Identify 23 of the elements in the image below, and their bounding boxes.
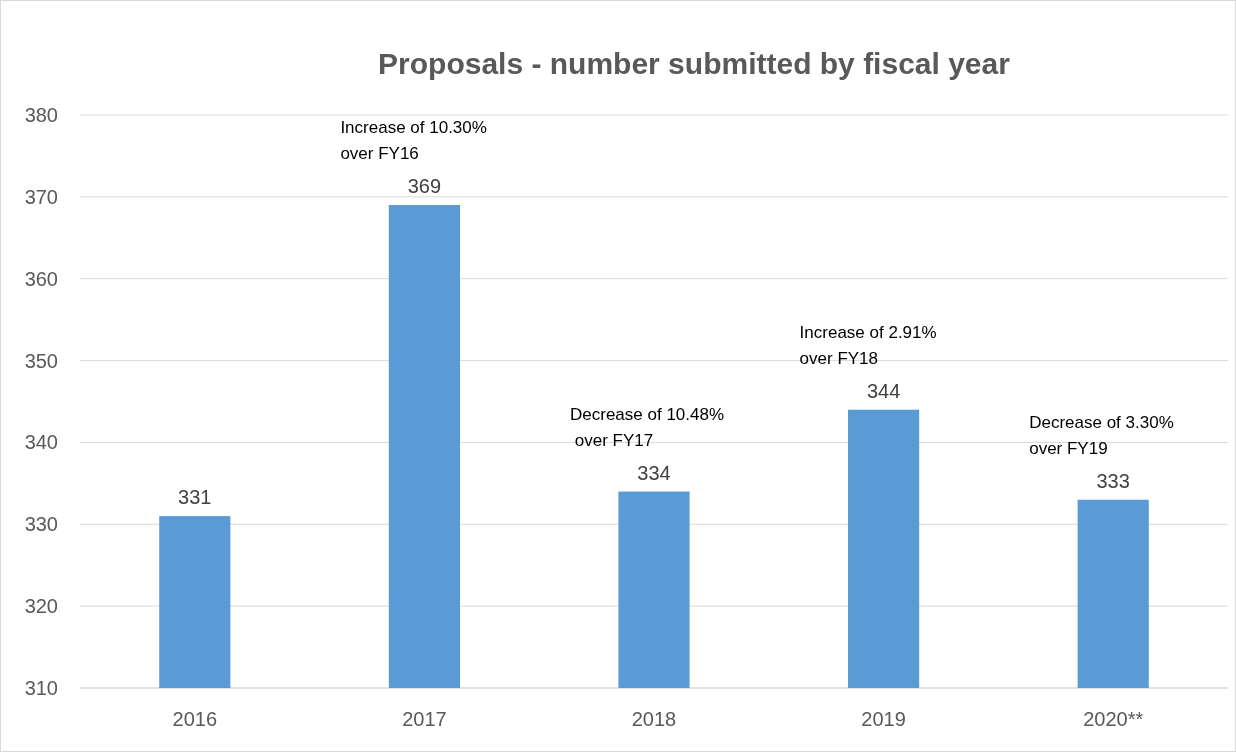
annotation: Decrease of 3.30% over FY19: [1029, 412, 1174, 458]
data-label: 369: [407, 175, 442, 198]
y-tick-label: 380: [24, 104, 58, 126]
annotation: Decrease of 10.48% over FY17: [570, 404, 725, 450]
y-tick-label: 340: [24, 431, 58, 454]
x-tick-label: 2019: [861, 708, 906, 730]
y-tick-label: 320: [24, 595, 58, 618]
y-tick-label: 360: [24, 267, 58, 290]
data-label: 344: [866, 379, 901, 402]
data-label: 334: [637, 461, 671, 484]
y-tick-label: 350: [24, 349, 58, 372]
x-tick-label: 2018: [631, 708, 677, 730]
annotation: Increase of 2.91% over FY18: [799, 322, 937, 368]
y-tick-label: 330: [24, 513, 58, 536]
annotation: Increase of 10.30% over FY16: [340, 118, 487, 164]
y-tick-label: 310: [24, 677, 58, 699]
data-label: 333: [1096, 469, 1130, 492]
x-tick-label: 2016: [172, 708, 218, 730]
y-tick-label: 370: [24, 185, 58, 208]
x-tick-label: 2020**: [1083, 708, 1144, 730]
x-tick-label: 2017: [402, 708, 447, 730]
data-label: 331: [178, 486, 212, 509]
chart-title: Proposals - number submitted by fiscal year: [378, 47, 1011, 80]
